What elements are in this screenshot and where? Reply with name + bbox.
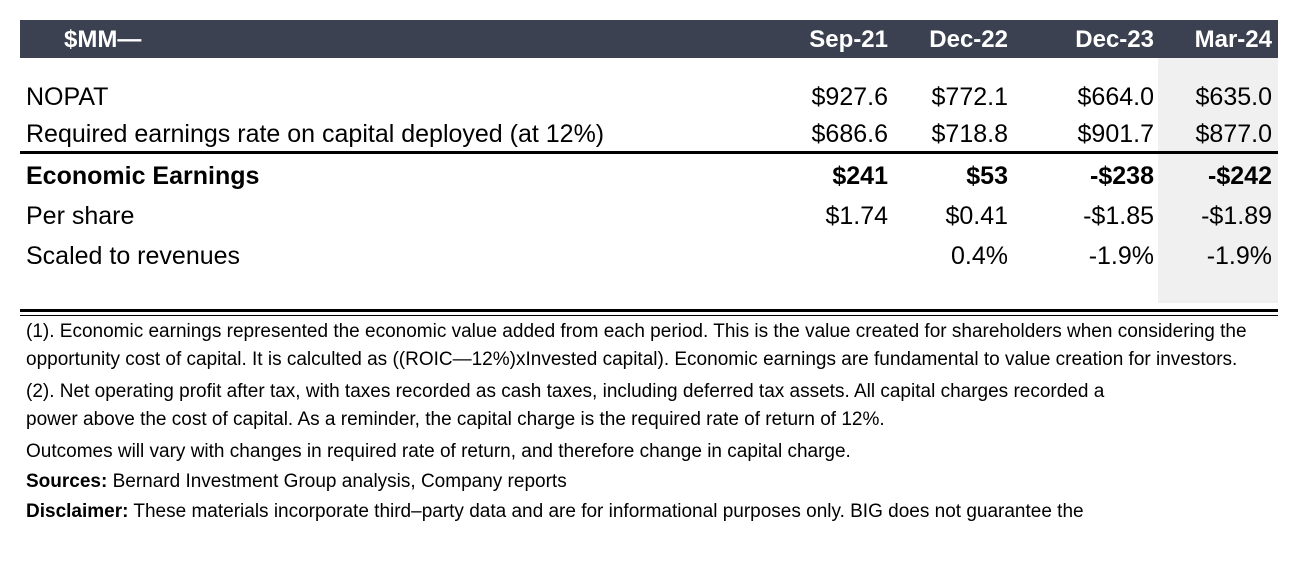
cell: -1.9% [1206,242,1272,270]
row-label: Economic Earnings [26,162,260,190]
cell: $718.8 [931,120,1008,148]
sources-line: Sources: Bernard Investment Group analys… [26,468,1296,496]
disclaimer-label: Disclaimer: [26,501,129,522]
table-row-economic-earnings: Economic Earnings $241 $53 -$238 -$242 [20,159,1278,195]
total-rule [20,151,1278,154]
cell: $1.74 [825,202,888,230]
cell: $635.0 [1195,83,1272,111]
economic-earnings-table: $MM— Sep-21 Dec-22 Dec-23 Mar-24 NOPAT $… [20,20,1278,316]
disclaimer-line: Disclaimer: These materials incorporate … [26,498,1296,526]
cell: $772.1 [931,83,1008,111]
outcomes-note: Outcomes will vary with changes in requi… [26,441,851,462]
cell: $686.6 [811,120,888,148]
row-label: Per share [26,202,135,230]
table-row-scaled-to-revenues: Scaled to revenues 0.4% -1.9% -1.9% [20,239,1278,275]
cell: $53 [966,162,1008,190]
col-header-sep-21: Sep-21 [809,26,888,53]
cell: $664.0 [1077,83,1154,111]
sources-text: Bernard Investment Group analysis, Compa… [107,471,567,492]
sources-label: Sources: [26,471,108,492]
cell: $241 [832,162,888,190]
table-row-required-earnings: Required earnings rate on capital deploy… [20,117,1278,153]
col-header-mar-24: Mar-24 [1194,26,1272,53]
cell: $927.6 [811,83,888,111]
footnote-2-line-1: (2). Net operating profit after tax, wit… [26,381,1105,402]
row-label: NOPAT [26,83,109,111]
disclaimer-text: These materials incorporate third–party … [128,501,1084,522]
col-header-dec-22: Dec-22 [929,26,1008,53]
cell: -$242 [1208,162,1272,190]
cell: $877.0 [1195,120,1272,148]
notes-rule-top [20,309,1278,312]
cell: -1.9% [1088,242,1154,270]
table-row-per-share: Per share $1.74 $0.41 -$1.85 -$1.89 [20,199,1278,235]
latest-column-shading [1158,58,1278,303]
cell: -$238 [1090,162,1154,190]
table-header: $MM— Sep-21 Dec-22 Dec-23 Mar-24 [20,20,1278,58]
cell: $0.41 [945,202,1008,230]
col-header-dec-23: Dec-23 [1075,26,1154,53]
cell: $901.7 [1077,120,1154,148]
cell: -$1.89 [1201,202,1272,230]
row-label: Scaled to revenues [26,242,241,270]
cell: -$1.85 [1083,202,1154,230]
footnote-2-line-2: power above the cost of capital. As a re… [26,409,885,430]
header-label: $MM— [64,26,142,53]
notes-rule-bottom [20,315,1278,316]
cell: 0.4% [951,242,1008,270]
table-row-nopat: NOPAT $927.6 $772.1 $664.0 $635.0 [20,80,1278,116]
footnotes: (1). Economic earnings represented the e… [26,318,1296,526]
footnote-1: (1). Economic earnings represented the e… [26,321,1247,370]
row-label: Required earnings rate on capital deploy… [26,120,605,148]
